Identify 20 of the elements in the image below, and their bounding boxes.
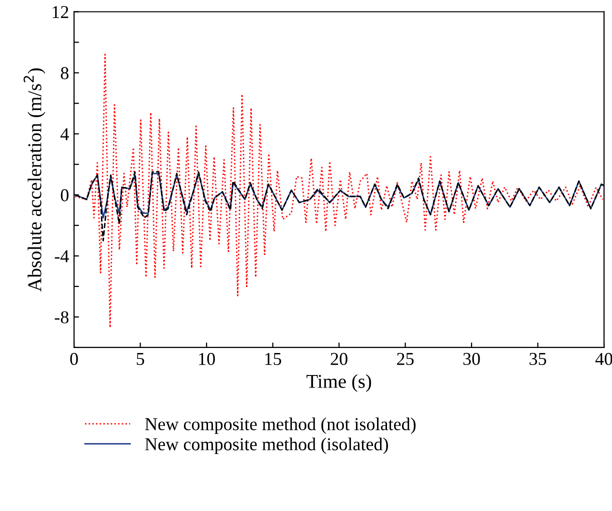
y-tick-label: -4 <box>54 250 69 262</box>
x-axis-title: Time (s) <box>306 374 372 392</box>
x-tick-label: 25 <box>397 352 414 366</box>
legend-label: New composite method (isolated) <box>145 438 388 454</box>
y-tick-label: 8 <box>60 67 69 80</box>
x-tick-label: 35 <box>530 352 546 366</box>
x-tick-label: 20 <box>330 352 348 366</box>
x-tick-label: 15 <box>265 352 282 366</box>
x-tick-label: 30 <box>463 352 480 366</box>
x-tick-label: 10 <box>199 352 215 366</box>
line-series <box>74 54 604 328</box>
legend-label: New composite method (not isolated) <box>145 418 416 434</box>
y-tick-label: 0 <box>60 189 69 202</box>
y-tick-label: 12 <box>52 6 68 18</box>
x-tick-label: 5 <box>136 353 144 366</box>
y-axis-title: Absolute acceleration (m/s$^{2}$) <box>24 68 46 292</box>
y-tick-label: 4 <box>60 128 69 140</box>
x-tick-label: 0 <box>70 352 78 366</box>
y-tick-label: -8 <box>54 311 69 324</box>
x-tick-label: 40 <box>595 352 612 366</box>
